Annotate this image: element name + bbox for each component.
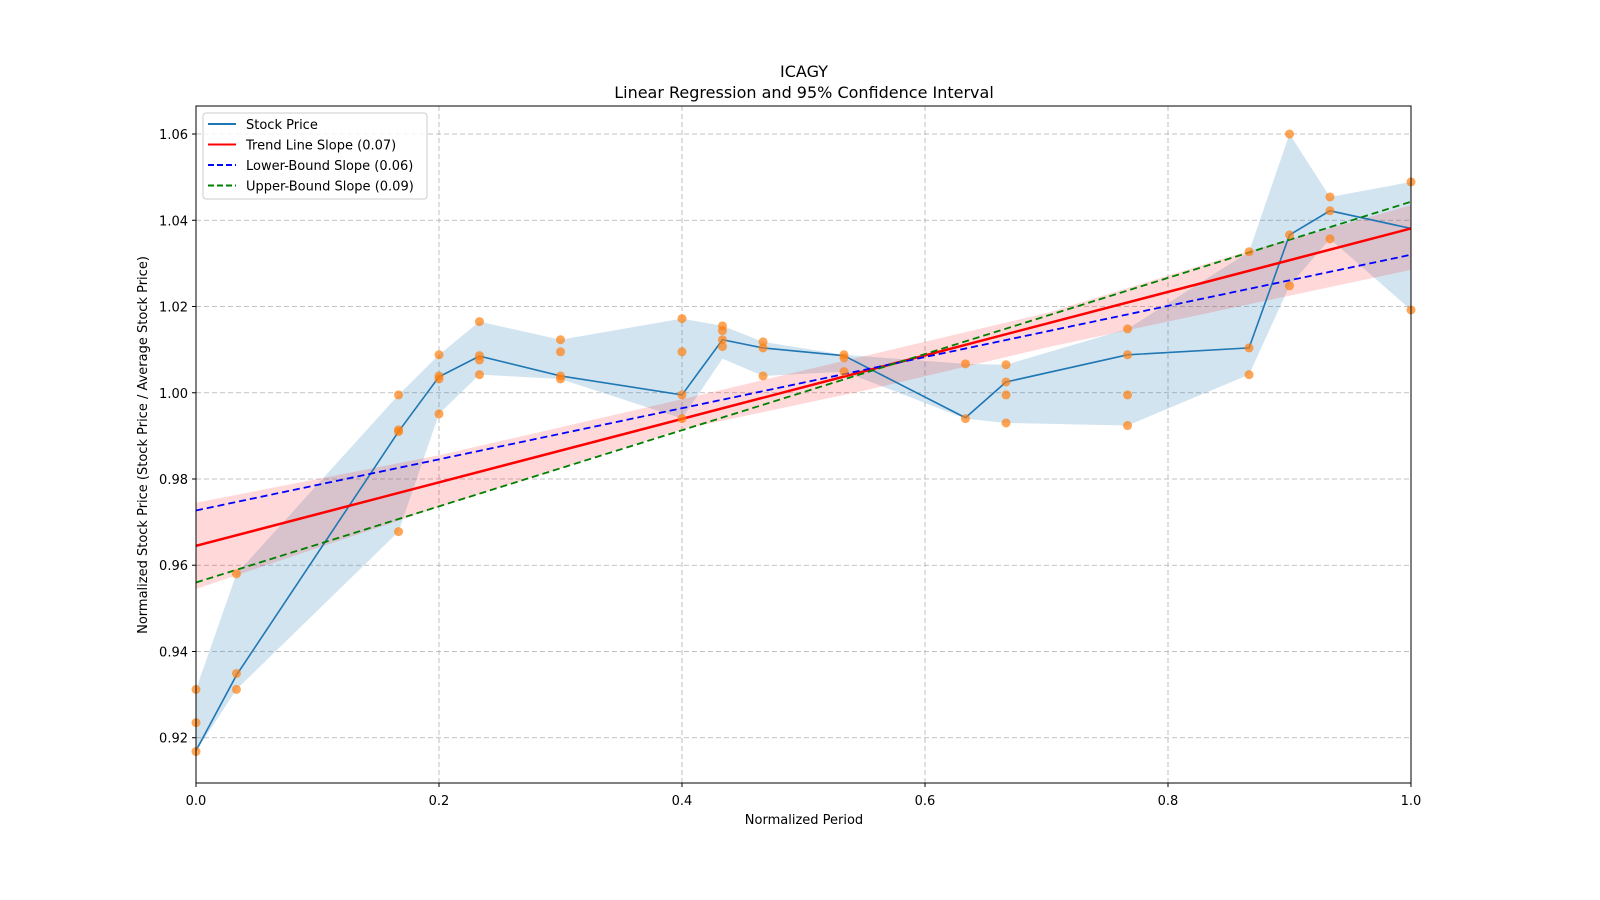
scatter-point — [231, 569, 241, 579]
scatter-point — [839, 367, 849, 377]
scatter-point — [960, 414, 970, 424]
y-tick-label: 0.98 — [159, 473, 188, 488]
x-tick-label: 1.0 — [1401, 794, 1422, 809]
scatter-point — [1123, 324, 1133, 334]
scatter-point — [556, 347, 565, 357]
scatter-point — [717, 326, 727, 336]
scatter-point — [717, 342, 727, 352]
plot-frame — [195, 105, 1412, 784]
legend: Stock Price Trend Line Slope (0.07) Lower-… — [202, 112, 428, 200]
trend-line — [195, 227, 1412, 548]
scatter-point — [394, 390, 404, 400]
scatter-point — [1123, 390, 1133, 400]
lower-bound-line — [195, 253, 1412, 512]
scatter-point — [556, 374, 565, 384]
y-axis-label: Normalized Stock Price (Stock Price / Av… — [136, 256, 151, 634]
scatter-point — [474, 317, 484, 327]
scatter-point — [474, 370, 484, 380]
scatter-point — [556, 335, 565, 345]
y-tick-label: 1.04 — [159, 214, 188, 229]
scatter-point — [1244, 343, 1254, 353]
y-tick-label: 1.02 — [159, 301, 188, 316]
stock-price-band — [196, 134, 1411, 752]
scatter-point — [1325, 206, 1335, 216]
x-tick-label: 0.4 — [672, 794, 693, 809]
scatter-point — [677, 390, 687, 400]
chart-title: ICAGY — [780, 62, 828, 81]
y-axis-ticks: 0.92 0.94 0.96 0.98 1.00 1.02 1.04 1.06 — [159, 128, 196, 747]
y-tick-label: 0.92 — [159, 732, 188, 747]
upper-bound-line — [195, 200, 1412, 584]
scatter-point — [394, 427, 404, 437]
scatter-point — [1325, 192, 1335, 202]
scatter-point — [677, 347, 687, 357]
scatter-point — [1001, 418, 1011, 428]
x-tick-label: 0.6 — [915, 794, 936, 809]
scatter-point — [677, 414, 687, 424]
x-axis-ticks: 0.0 0.2 0.4 0.6 0.8 1.0 — [186, 783, 1422, 809]
y-tick-label: 0.96 — [159, 559, 188, 574]
scatter-point — [839, 353, 849, 363]
scatter-point — [434, 374, 444, 384]
x-tick-label: 0.8 — [1158, 794, 1179, 809]
y-tick-label: 1.00 — [159, 387, 188, 402]
y-tick-label: 0.94 — [159, 645, 188, 660]
scatter-point — [1001, 377, 1011, 387]
legend-label: Stock Price — [246, 118, 318, 133]
scatter-point — [677, 314, 687, 324]
x-tick-label: 0.2 — [429, 794, 450, 809]
bands — [196, 134, 1411, 752]
scatter-point — [1244, 370, 1254, 380]
scatter-point — [1325, 234, 1335, 244]
scatter-point — [434, 350, 444, 360]
scatter-point — [394, 527, 404, 537]
scatter-point — [1123, 421, 1133, 431]
scatter-point — [1123, 350, 1133, 360]
y-tick-label: 1.06 — [159, 128, 188, 143]
scatter-point — [1001, 360, 1011, 370]
legend-box — [202, 112, 428, 200]
scatter-point — [1285, 281, 1294, 291]
scatter-point — [717, 335, 727, 345]
scatter-point — [758, 371, 768, 381]
legend-label: Trend Line Slope (0.07) — [245, 139, 396, 154]
legend-label: Upper-Bound Slope (0.09) — [246, 180, 414, 195]
scatter-point — [758, 343, 768, 353]
chart-subtitle: Linear Regression and 95% Confidence Int… — [614, 83, 994, 102]
x-tick-label: 0.0 — [186, 794, 207, 809]
scatter-point — [231, 668, 241, 678]
confidence-band — [196, 205, 1411, 589]
scatter-points — [191, 129, 1416, 757]
x-axis-label: Normalized Period — [745, 813, 863, 828]
scatter-point — [960, 359, 970, 369]
scatter-point — [1285, 129, 1294, 139]
scatter-point — [434, 409, 444, 419]
scatter-point — [1244, 247, 1254, 257]
legend-label: Lower-Bound Slope (0.06) — [246, 159, 413, 174]
scatter-point — [474, 355, 484, 365]
scatter-point — [1001, 390, 1011, 400]
scatter-point — [1285, 230, 1294, 240]
scatter-point — [231, 684, 241, 694]
